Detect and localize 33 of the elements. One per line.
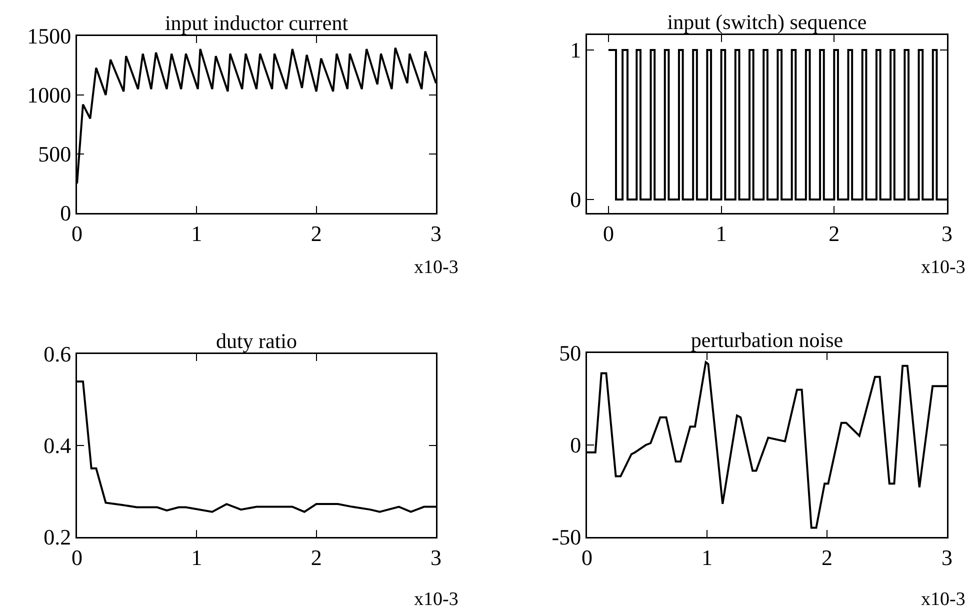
x-axis-title: x10-3 [921,589,966,610]
x-axis-title: x10-3 [414,257,458,278]
x-tick-label: 2 [310,544,322,570]
x-tick-label: 1 [191,220,202,246]
x-tick-label: 3 [942,220,952,246]
chart-title: input inductor current [164,11,348,35]
y-tick-label: 50 [559,340,582,366]
x-tick-label: 3 [942,544,952,570]
x-tick-label: 1 [191,544,202,570]
x-tick-label: 2 [828,220,840,246]
y-tick-label: 0 [570,187,582,212]
y-tick-label: 500 [38,142,72,167]
y-tick-label: -50 [552,524,582,550]
chart-title: duty ratio [216,329,298,353]
chart-title: input (switch) sequence [667,10,867,34]
y-tick-label: 0.6 [44,342,72,367]
y-tick-label: 0 [60,200,72,226]
y-tick-label: 0 [570,432,582,458]
x-axis-title: x10-3 [414,589,458,610]
x-tick-label: 2 [310,220,322,246]
y-tick-label: 1000 [27,82,72,108]
x-tick-label: 3 [430,220,442,246]
x-tick-label: 2 [822,544,832,570]
chart-title: perturbation noise [690,328,844,352]
y-tick-label: 1500 [27,24,72,49]
y-tick-label: 1 [570,38,582,63]
x-tick-label: 1 [702,544,712,570]
x-tick-label: 3 [430,544,442,570]
y-tick-label: 0.4 [44,433,72,458]
x-tick-label: 1 [716,220,727,246]
x-axis-title: x10-3 [921,257,966,278]
y-tick-label: 0.2 [44,524,72,550]
x-tick-label: 0 [602,220,614,246]
